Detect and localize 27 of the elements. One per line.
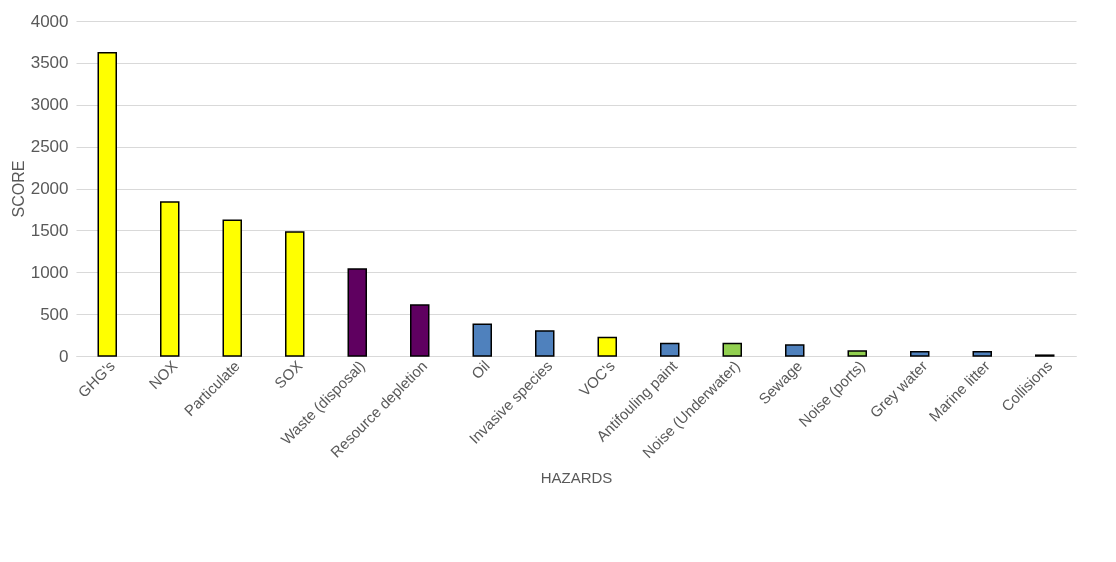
bar [847, 350, 867, 357]
bar [660, 342, 680, 357]
y-tick-label: 500 [40, 304, 69, 324]
y-tick-label: 0 [59, 346, 69, 366]
y-tick-label: 1000 [30, 262, 69, 282]
bar [97, 52, 117, 357]
bar [722, 342, 742, 357]
bar [160, 201, 180, 357]
bar [472, 323, 492, 357]
bar [285, 231, 305, 357]
y-tick-label: 3000 [30, 95, 69, 115]
bar [910, 351, 930, 357]
y-tick-label: 4000 [30, 11, 69, 31]
bar [347, 268, 367, 357]
bar [597, 336, 617, 357]
bar [535, 330, 555, 357]
y-tick-label: 2500 [30, 137, 69, 157]
y-tick-label: 1500 [30, 220, 69, 240]
x-axis-title: HAZARDS [540, 469, 613, 487]
bar [410, 304, 430, 357]
bar [972, 351, 992, 357]
y-axis-title: SCORE [9, 160, 27, 218]
x-tick-label: Oil [467, 357, 493, 383]
y-tick-label: 3500 [30, 53, 69, 73]
bar [785, 344, 805, 357]
bar [222, 219, 242, 357]
y-tick-label: 2000 [30, 179, 69, 198]
